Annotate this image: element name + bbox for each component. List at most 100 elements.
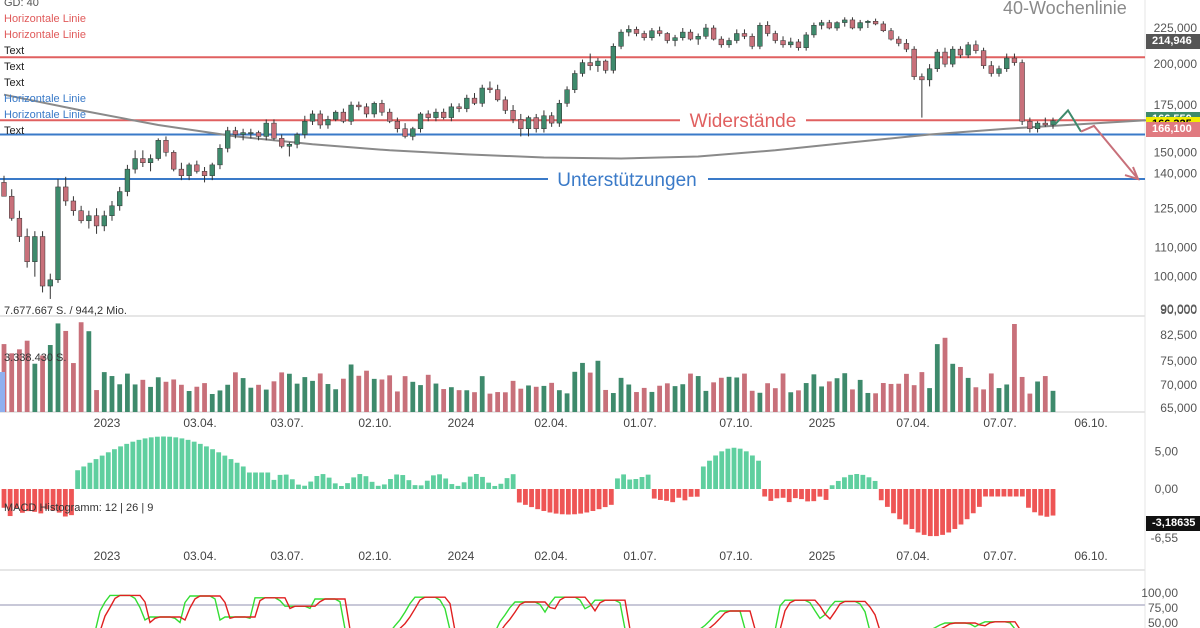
- moving-average-line: [3, 93, 1200, 160]
- volume-bar: [117, 384, 123, 412]
- candle: [186, 164, 192, 176]
- candle: [672, 37, 678, 41]
- candle: [950, 48, 956, 65]
- volume-bar: [186, 391, 192, 412]
- candle: [101, 215, 107, 227]
- drawing-tool-label[interactable]: Text: [4, 125, 25, 137]
- macd-bar: [296, 484, 301, 489]
- volume-bar: [680, 384, 686, 412]
- volume-bar: [209, 393, 215, 412]
- candle: [649, 30, 655, 38]
- candle: [618, 31, 624, 47]
- macd-bar: [418, 485, 424, 489]
- candle: [1042, 122, 1048, 126]
- candle: [379, 103, 385, 113]
- candle: [764, 25, 771, 34]
- candle: [926, 68, 933, 81]
- y-tick-label: 175,000: [1154, 98, 1198, 112]
- macd-bar: [602, 489, 608, 508]
- candle: [340, 111, 347, 122]
- stochastic-tick-label: 100,00: [1141, 586, 1178, 600]
- candle: [155, 140, 161, 159]
- macd-bar: [829, 485, 835, 489]
- volume-bar: [757, 392, 763, 412]
- drawing-tool-label[interactable]: Text: [4, 77, 25, 89]
- macd-bar: [842, 477, 847, 489]
- volume-bar: [564, 393, 570, 412]
- volume-bar: [479, 376, 485, 412]
- volume-bar: [896, 383, 902, 412]
- macd-bar: [835, 480, 841, 489]
- drawing-tool-label[interactable]: Horizontale Linie: [4, 29, 86, 41]
- macd-bar: [854, 474, 860, 489]
- volume-tick-label: 70,000: [1160, 378, 1197, 392]
- candle: [911, 48, 917, 77]
- candle: [464, 97, 470, 109]
- volume-bar: [271, 381, 277, 412]
- volume-bar: [302, 377, 308, 412]
- volume-bar: [418, 385, 423, 412]
- volume-bar: [580, 362, 585, 412]
- volume-bar: [911, 385, 917, 412]
- candle: [263, 122, 269, 137]
- macd-bar: [7, 489, 13, 517]
- volume-label: 7.677.667 S. / 944,2 Mio.: [4, 305, 127, 317]
- macd-bar: [590, 489, 596, 511]
- drawing-tool-label[interactable]: Horizontale Linie: [4, 13, 86, 25]
- volume-bar: [425, 374, 431, 412]
- macd-bar: [473, 474, 479, 489]
- macd-bar: [633, 479, 639, 489]
- candle: [795, 41, 802, 48]
- drawing-tool-label[interactable]: Text: [4, 61, 25, 73]
- candle: [626, 29, 632, 33]
- macd-bar: [308, 481, 314, 489]
- volume-bar: [688, 373, 693, 412]
- volume-tick-label: 82,500: [1160, 328, 1197, 342]
- macd-bar: [130, 441, 136, 489]
- macd-bar: [541, 489, 547, 511]
- volume-bar: [1004, 384, 1010, 412]
- macd-bar: [952, 489, 958, 529]
- candle: [680, 31, 686, 38]
- macd-bar: [768, 489, 774, 501]
- candle: [564, 89, 570, 104]
- gd-label: GD: 40: [4, 0, 39, 9]
- drawing-tool-label[interactable]: Horizontale Linie: [4, 93, 86, 105]
- volume-bar: [788, 392, 794, 412]
- macd-bar: [553, 489, 559, 514]
- volume-bar: [533, 386, 539, 412]
- candle: [1004, 57, 1010, 70]
- candle: [201, 171, 208, 176]
- stochastic-d-line: [95, 594, 1016, 628]
- macd-bar: [504, 478, 510, 489]
- macd-panel: [1, 436, 1056, 537]
- drawing-tool-label[interactable]: Horizontale Linie: [4, 109, 86, 121]
- candle: [749, 36, 755, 47]
- drawing-tool-label[interactable]: Text: [4, 45, 25, 57]
- y-tick-label: 90,000: [1160, 302, 1197, 316]
- macd-bar: [118, 446, 123, 489]
- macd-bar: [112, 449, 117, 489]
- y-tick-label: 150,000: [1154, 145, 1198, 159]
- candle: [124, 168, 131, 192]
- macd-bar: [1050, 489, 1056, 516]
- volume-bar: [163, 381, 169, 412]
- candle: [109, 205, 115, 216]
- candle: [988, 65, 994, 74]
- macd-bar: [719, 451, 725, 489]
- volume-bar: [40, 355, 45, 412]
- x-tick-label: 03.07.: [270, 549, 303, 563]
- moving-average-label: 40-Wochenlinie: [1003, 0, 1127, 18]
- volume-bar: [641, 387, 647, 412]
- x-tick-label: 07.10.: [719, 549, 752, 563]
- candle: [502, 99, 509, 111]
- candle: [849, 19, 856, 29]
- volume-bar: [634, 392, 639, 412]
- volume-tick-label: 65,000: [1160, 401, 1197, 415]
- volume-bar: [718, 377, 724, 412]
- volume-bar: [734, 377, 740, 412]
- volume-bar: [765, 383, 771, 412]
- volume-bar: [1050, 390, 1056, 412]
- volume-bar: [94, 390, 99, 412]
- resistance-label-bg: [680, 110, 806, 131]
